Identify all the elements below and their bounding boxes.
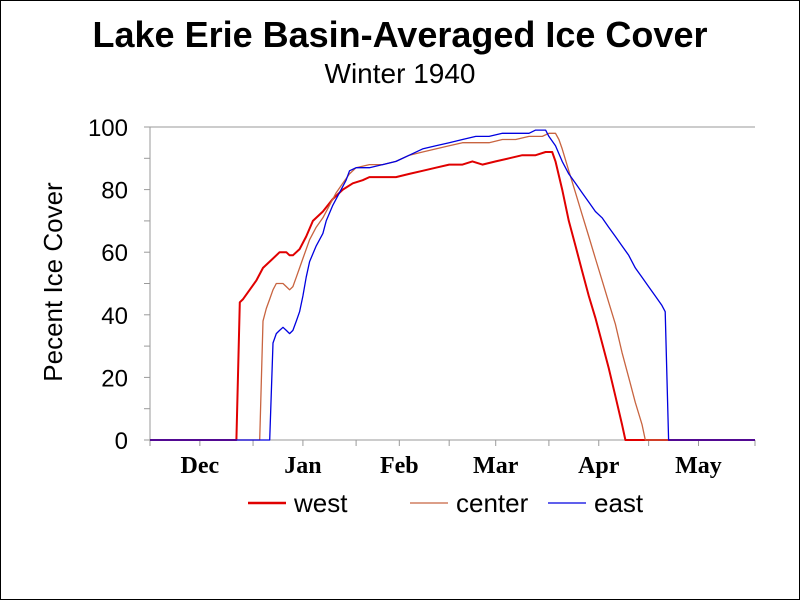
y-axis-label: Pecent Ice Cover <box>38 182 68 382</box>
x-tick-label: Feb <box>380 453 419 479</box>
chart-title: Lake Erie Basin-Averaged Ice Cover <box>92 14 708 55</box>
series-line-center <box>150 132 755 441</box>
x-tick-labels: Dec Jan Feb Mar Apr May <box>181 453 722 479</box>
y-tick-label: 40 <box>101 303 128 330</box>
y-tick-label: 0 <box>115 428 128 455</box>
series-layer <box>150 129 755 441</box>
chart-subtitle: Winter 1940 <box>324 58 476 89</box>
legend-label-center: center <box>456 488 529 518</box>
legend: west center east <box>248 488 644 518</box>
axes <box>144 126 756 446</box>
y-tick-label: 20 <box>101 365 128 392</box>
legend-label-west: west <box>293 488 348 518</box>
x-tick-label: Jan <box>284 453 321 479</box>
y-tick-label: 100 <box>88 115 128 142</box>
legend-label-east: east <box>594 488 644 518</box>
x-tick-label: Mar <box>473 453 519 479</box>
x-tick-label: Dec <box>181 453 220 479</box>
y-tick-label: 80 <box>101 178 128 205</box>
y-tick-label: 60 <box>101 240 128 267</box>
x-tick-label: Apr <box>578 453 620 479</box>
y-tick-labels: 0 20 40 60 80 100 <box>88 115 128 455</box>
series-line-west <box>150 151 755 441</box>
series-line-east <box>150 129 755 441</box>
x-tick-label: May <box>675 453 722 479</box>
